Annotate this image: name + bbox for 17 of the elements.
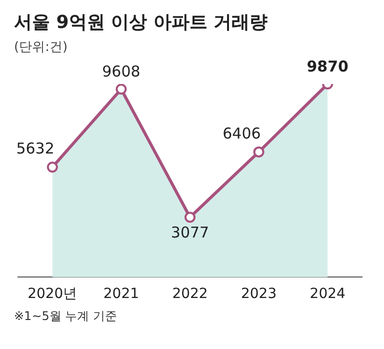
data-label: 6406	[222, 124, 261, 142]
x-tick-label: 2022	[172, 286, 208, 302]
chart-title: 서울 9억원 이상 아파트 거래량	[13, 11, 269, 34]
data-label: 9608	[102, 62, 140, 81]
x-tick-label: 2020년	[28, 286, 78, 302]
data-label: 5632	[16, 140, 54, 158]
point	[116, 84, 127, 95]
text: ※1~5월 누계 기준	[13, 308, 118, 325]
chart-subtitle: (단위:건)	[13, 39, 69, 56]
data-label: 9870	[306, 57, 348, 76]
point	[46, 162, 58, 173]
x-tick-label: 2024	[310, 286, 346, 302]
x-tick-label: 2023	[240, 286, 277, 302]
point	[184, 212, 196, 223]
point	[253, 146, 264, 158]
x-tick-label: 2021	[103, 286, 140, 302]
data-label: 3077	[170, 224, 210, 242]
